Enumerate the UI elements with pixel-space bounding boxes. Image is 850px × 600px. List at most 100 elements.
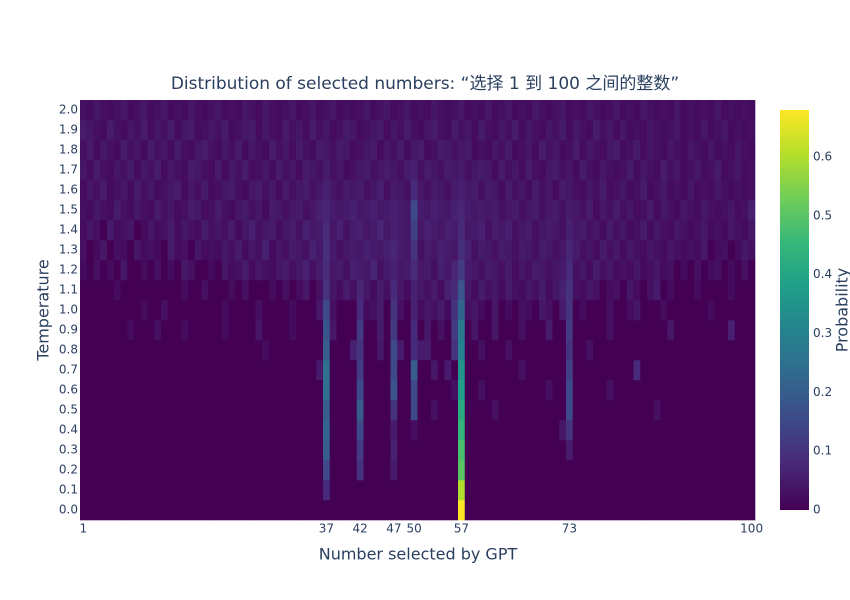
heatmap-cell bbox=[485, 340, 493, 361]
heatmap-cell bbox=[316, 420, 324, 441]
heatmap-cell bbox=[464, 340, 472, 361]
heatmap-cell bbox=[323, 300, 331, 321]
heatmap-cell bbox=[525, 420, 533, 441]
heatmap-cell bbox=[498, 400, 506, 421]
heatmap-cell bbox=[728, 340, 736, 361]
heatmap-cell bbox=[464, 460, 472, 481]
heatmap-cell bbox=[140, 380, 148, 401]
heatmap-cell bbox=[572, 440, 580, 461]
heatmap-cell bbox=[174, 480, 182, 501]
heatmap-cell bbox=[201, 400, 209, 421]
heatmap-cell bbox=[215, 120, 223, 141]
heatmap-cell bbox=[390, 120, 398, 141]
heatmap-cell bbox=[80, 420, 88, 441]
heatmap-cell bbox=[296, 460, 304, 481]
heatmap-cell bbox=[215, 200, 223, 221]
heatmap-cell bbox=[147, 140, 155, 161]
heatmap-cell bbox=[572, 200, 580, 221]
heatmap-cell bbox=[539, 140, 547, 161]
heatmap-cell bbox=[86, 160, 94, 181]
heatmap-cell bbox=[140, 100, 148, 121]
heatmap-cell bbox=[370, 220, 378, 241]
heatmap-cell bbox=[660, 300, 668, 321]
heatmap-cell bbox=[404, 320, 412, 341]
heatmap-cell bbox=[478, 340, 486, 361]
heatmap-cell bbox=[275, 180, 283, 201]
heatmap-cell bbox=[188, 180, 196, 201]
heatmap-cell bbox=[174, 120, 182, 141]
heatmap-cell bbox=[208, 400, 216, 421]
heatmap-cell bbox=[505, 260, 513, 281]
heatmap-cell bbox=[653, 160, 661, 181]
heatmap-cell bbox=[289, 480, 297, 501]
heatmap-cell bbox=[336, 180, 344, 201]
heatmap-cell bbox=[525, 120, 533, 141]
heatmap-cell bbox=[161, 420, 169, 441]
heatmap-cell bbox=[404, 480, 412, 501]
heatmap-cell bbox=[606, 480, 614, 501]
heatmap-cell bbox=[626, 500, 634, 521]
x-tick-label: 1 bbox=[80, 522, 88, 536]
heatmap-cell bbox=[113, 420, 121, 441]
heatmap-cell bbox=[113, 380, 121, 401]
heatmap-cell bbox=[383, 220, 391, 241]
heatmap-cell bbox=[680, 140, 688, 161]
heatmap-cell bbox=[383, 140, 391, 161]
heatmap-cell bbox=[248, 180, 256, 201]
heatmap-cell bbox=[586, 220, 594, 241]
heatmap-cell bbox=[269, 360, 277, 381]
heatmap-cell bbox=[593, 480, 601, 501]
heatmap-cell bbox=[383, 120, 391, 141]
heatmap-cell bbox=[545, 300, 553, 321]
heatmap-cell bbox=[566, 360, 574, 381]
heatmap-cell bbox=[404, 340, 412, 361]
heatmap-cell bbox=[485, 100, 493, 121]
heatmap-cell bbox=[383, 400, 391, 421]
heatmap-cell bbox=[275, 220, 283, 241]
heatmap-cell bbox=[316, 440, 324, 461]
heatmap-cell bbox=[282, 300, 290, 321]
heatmap-cell bbox=[201, 480, 209, 501]
heatmap-cell bbox=[707, 180, 715, 201]
heatmap-cell bbox=[194, 400, 202, 421]
heatmap-cell bbox=[275, 480, 283, 501]
heatmap-cell bbox=[647, 460, 655, 481]
heatmap-cell bbox=[316, 140, 324, 161]
heatmap-cell bbox=[437, 360, 445, 381]
heatmap-cell bbox=[80, 240, 88, 261]
heatmap-cell bbox=[687, 400, 695, 421]
heatmap-cell bbox=[336, 440, 344, 461]
heatmap-cell bbox=[498, 480, 506, 501]
heatmap-cell bbox=[248, 280, 256, 301]
heatmap-cell bbox=[208, 240, 216, 261]
heatmap-cell bbox=[194, 280, 202, 301]
heatmap-cell bbox=[93, 380, 101, 401]
heatmap-cell bbox=[377, 120, 385, 141]
heatmap-cell bbox=[390, 260, 398, 281]
heatmap-cell bbox=[734, 180, 742, 201]
heatmap-cell bbox=[545, 240, 553, 261]
heatmap-cell bbox=[734, 100, 742, 121]
heatmap-cell bbox=[208, 220, 216, 241]
heatmap-cell bbox=[302, 500, 310, 521]
heatmap-cell bbox=[127, 420, 135, 441]
heatmap-cell bbox=[127, 380, 135, 401]
heatmap-cell bbox=[518, 320, 526, 341]
heatmap-cell bbox=[370, 480, 378, 501]
heatmap-cell bbox=[660, 100, 668, 121]
heatmap-cell bbox=[613, 260, 621, 281]
heatmap-cell bbox=[113, 400, 121, 421]
heatmap-cell bbox=[687, 120, 695, 141]
heatmap-cell bbox=[518, 100, 526, 121]
heatmap-cell bbox=[491, 300, 499, 321]
heatmap-cell bbox=[525, 460, 533, 481]
heatmap-cell bbox=[464, 220, 472, 241]
heatmap-cell bbox=[552, 160, 560, 181]
heatmap-cell bbox=[512, 260, 520, 281]
heatmap-cell bbox=[431, 280, 439, 301]
heatmap-cell bbox=[147, 160, 155, 181]
heatmap-cell bbox=[397, 380, 405, 401]
heatmap-cell bbox=[579, 200, 587, 221]
heatmap-cell bbox=[120, 480, 128, 501]
heatmap-cell bbox=[215, 280, 223, 301]
